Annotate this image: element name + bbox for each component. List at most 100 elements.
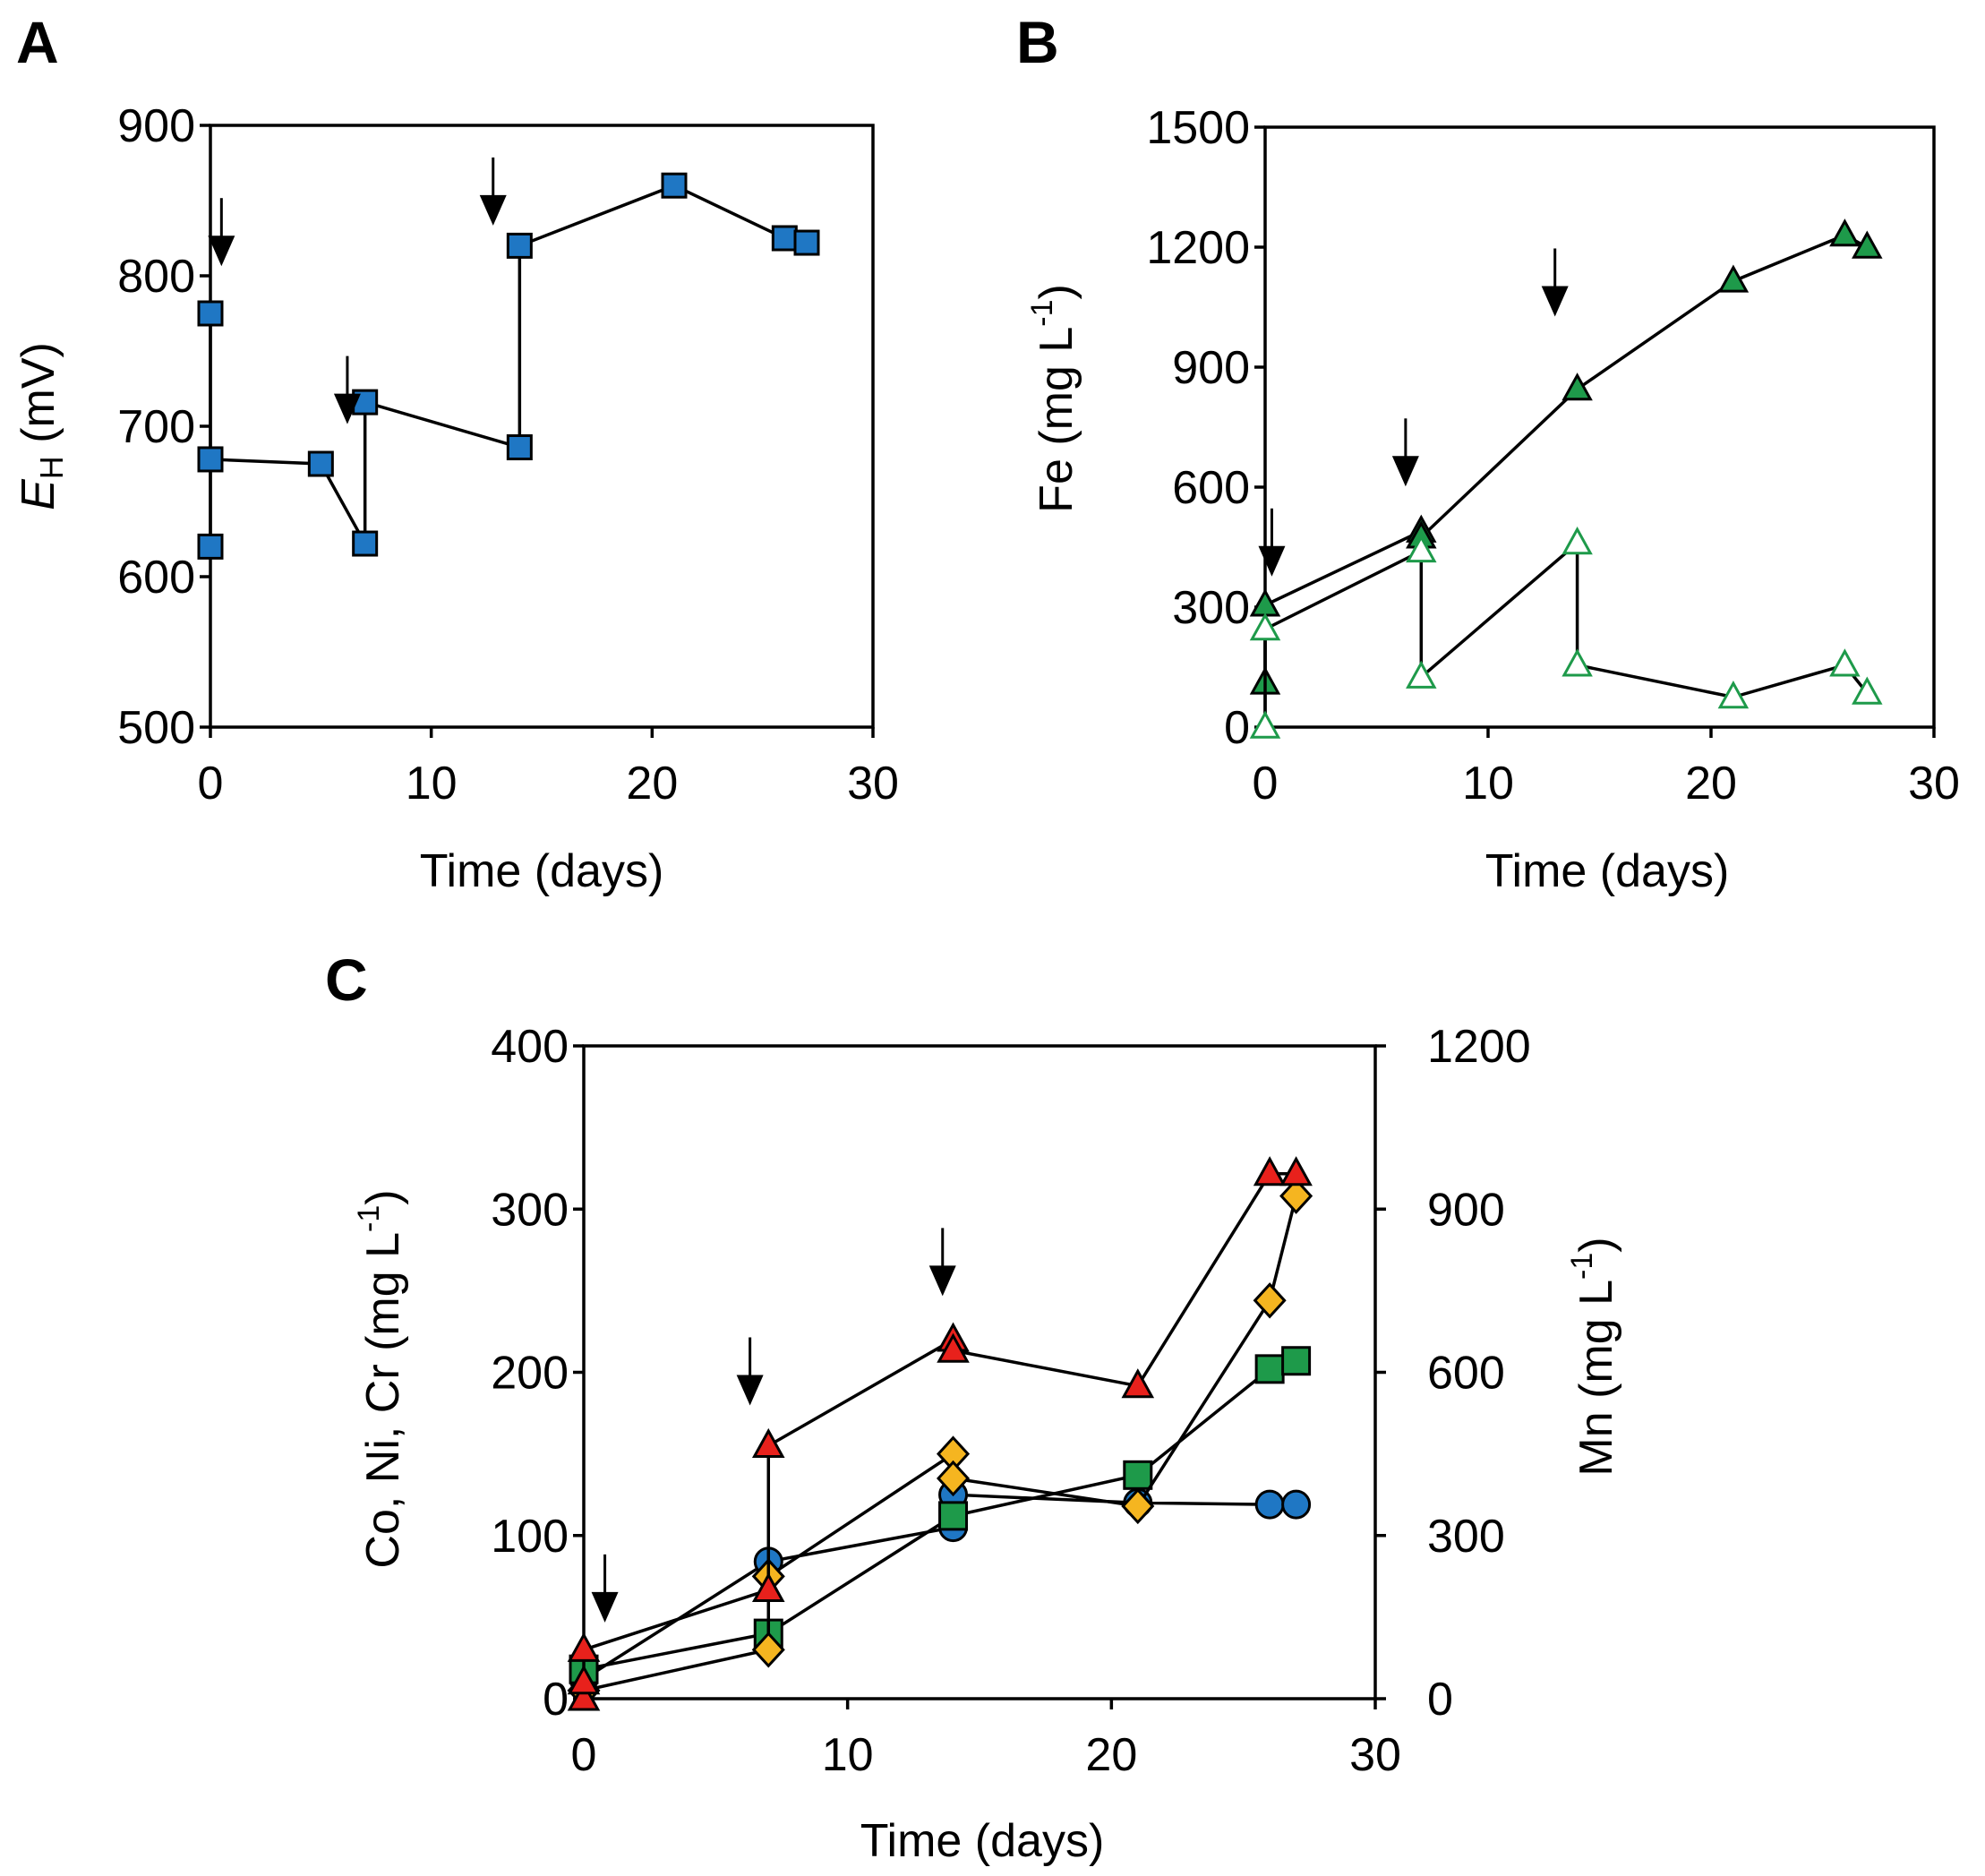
plot-area-b (1263, 125, 1936, 729)
data-point-b-fe-ii (1561, 648, 1593, 677)
x-tick-label-a: 10 (406, 758, 458, 810)
data-point-c-ni (1281, 1346, 1312, 1376)
x-axis-label-c: Time (days) (860, 1815, 1105, 1867)
y2-axis-label-c-sup: -1 (1565, 1253, 1599, 1280)
data-point-c-mn (751, 1572, 785, 1602)
x-tick-label-b: 10 (1462, 758, 1514, 810)
y-tick-label-b: 300 (1172, 582, 1250, 634)
series-line-c-mn (582, 1172, 1296, 1699)
data-point-a-eh (661, 172, 688, 199)
data-point-b-total-fe (1249, 588, 1281, 617)
data-point-b-fe-ii (1561, 527, 1593, 555)
y2-tick-label-c: 900 (1427, 1184, 1505, 1236)
y-tick-label-b: 1200 (1146, 222, 1250, 274)
y-tick-label-a: 600 (117, 552, 195, 604)
x-tick-label-c: 10 (822, 1729, 874, 1781)
y-axis-label-a-rest: (mV) (13, 342, 64, 456)
arrow-head-a (208, 236, 235, 267)
y2-tick-label-c: 600 (1427, 1348, 1505, 1400)
data-point-a-eh (793, 229, 820, 256)
y-tick-label-b: 1500 (1146, 102, 1250, 154)
data-point-c-cr (1121, 1487, 1155, 1525)
arrow-head-b (1258, 545, 1286, 577)
x-axis-a: 0 10 20 30 (198, 727, 899, 810)
arrow-head-b (1391, 456, 1419, 487)
data-point-c-ni (1123, 1460, 1153, 1490)
data-point-c-mn (567, 1681, 601, 1711)
x-tick-label-a: 20 (626, 758, 678, 810)
data-point-b-fe-ii (1829, 648, 1861, 677)
data-point-b-fe-ii (1717, 680, 1750, 709)
x-tick-label-b: 30 (1908, 758, 1960, 810)
y-tick-label-c: 300 (491, 1184, 569, 1236)
data-point-a-eh (506, 232, 533, 259)
data-point-a-eh (506, 434, 533, 461)
panel-b: B 0 300 600 900 1200 1500 0 10 20 30 Time (days)… (1016, 9, 1960, 897)
y-tick-label-b: 600 (1172, 462, 1250, 514)
data-point-a-eh (307, 450, 334, 477)
x-axis-b: 0 10 20 30 (1253, 727, 1960, 810)
y-tick-label-b: 0 (1224, 702, 1250, 754)
x-tick-label-a: 0 (198, 758, 224, 810)
arrows-b (1258, 248, 1569, 577)
y-axis-label-c-main: Co, Ni, Cr (mg L (357, 1232, 409, 1569)
arrow-head-a (333, 393, 361, 424)
arrow-head-c (591, 1591, 619, 1623)
x-axis-label-a: Time (days) (420, 845, 664, 897)
y-tick-label-c: 400 (491, 1021, 569, 1073)
x-axis-c: 0 10 20 30 (571, 1699, 1401, 1781)
data-point-c-mn (567, 1665, 601, 1695)
data-point-b-fe-ii (1406, 534, 1437, 563)
y2-axis-label-c: Mn (mg L-1) (1565, 1237, 1622, 1476)
series-line-b-fe-ii (1263, 539, 1869, 727)
data-point-c-ni (1254, 1354, 1285, 1384)
data-point-c-co (1254, 1489, 1285, 1520)
y-tick-label-a: 900 (117, 100, 195, 152)
y2-axis-label-c-end: ) (1570, 1237, 1622, 1252)
data-point-b-fe-ii (1249, 710, 1281, 739)
y2-axis-label-c-main: Mn (mg L (1570, 1280, 1622, 1477)
data-point-c-mn (1279, 1156, 1313, 1186)
y-axis-label-b-main: Fe (mg L (1031, 327, 1082, 513)
arrow-head-c (928, 1265, 956, 1297)
data-point-b-total-fe (1561, 373, 1593, 401)
data-point-c-cr (936, 1460, 971, 1497)
data-point-b-total-fe (1829, 218, 1861, 247)
data-point-c-cr (1279, 1178, 1313, 1214)
y-tick-label-a: 500 (117, 702, 195, 754)
data-point-b-fe-ii (1406, 660, 1437, 689)
series-group-c (567, 1156, 1313, 1711)
x-axis-label-b: Time (days) (1485, 845, 1730, 897)
y2-axis-c: 0 300 600 900 1200 (1375, 1021, 1531, 1726)
y-axis-label-c-sup: -1 (352, 1205, 386, 1232)
x-tick-label-c: 0 (571, 1729, 597, 1781)
plot-area-a (209, 124, 875, 729)
data-point-c-mn (567, 1632, 601, 1662)
x-tick-label-a: 30 (847, 758, 899, 810)
y-axis-b: 0 300 600 900 1200 1500 (1146, 102, 1265, 754)
y-tick-label-a: 800 (117, 251, 195, 303)
data-point-b-fe-ii (1249, 612, 1281, 641)
data-point-c-cr (751, 1632, 785, 1668)
y-axis-label-b: Fe (mg L-1) (1025, 284, 1082, 513)
y-tick-label-c: 0 (543, 1674, 569, 1726)
y-axis-label-a-italic: E (13, 478, 64, 510)
data-point-c-mn (751, 1427, 785, 1459)
arrow-head-a (479, 194, 507, 226)
panel-letter-a: A (16, 9, 59, 75)
x-tick-label-c: 20 (1085, 1729, 1137, 1781)
y-axis-c: 0 100 200 300 400 (491, 1021, 584, 1726)
arrows-a (208, 157, 507, 424)
data-point-c-mn (1121, 1368, 1155, 1399)
y-axis-a: 500 600 700 800 900 (117, 100, 210, 754)
data-point-a-eh (352, 530, 379, 557)
data-point-a-eh (771, 225, 798, 252)
y-axis-label-b-end: ) (1031, 284, 1082, 299)
y-axis-label-b-sup: -1 (1025, 300, 1059, 327)
y2-tick-label-c: 300 (1427, 1511, 1505, 1563)
data-point-b-total-fe (1852, 230, 1883, 259)
data-point-c-mn (1253, 1156, 1287, 1186)
y2-tick-label-c: 1200 (1427, 1021, 1531, 1073)
y2-tick-label-c: 0 (1427, 1674, 1453, 1726)
